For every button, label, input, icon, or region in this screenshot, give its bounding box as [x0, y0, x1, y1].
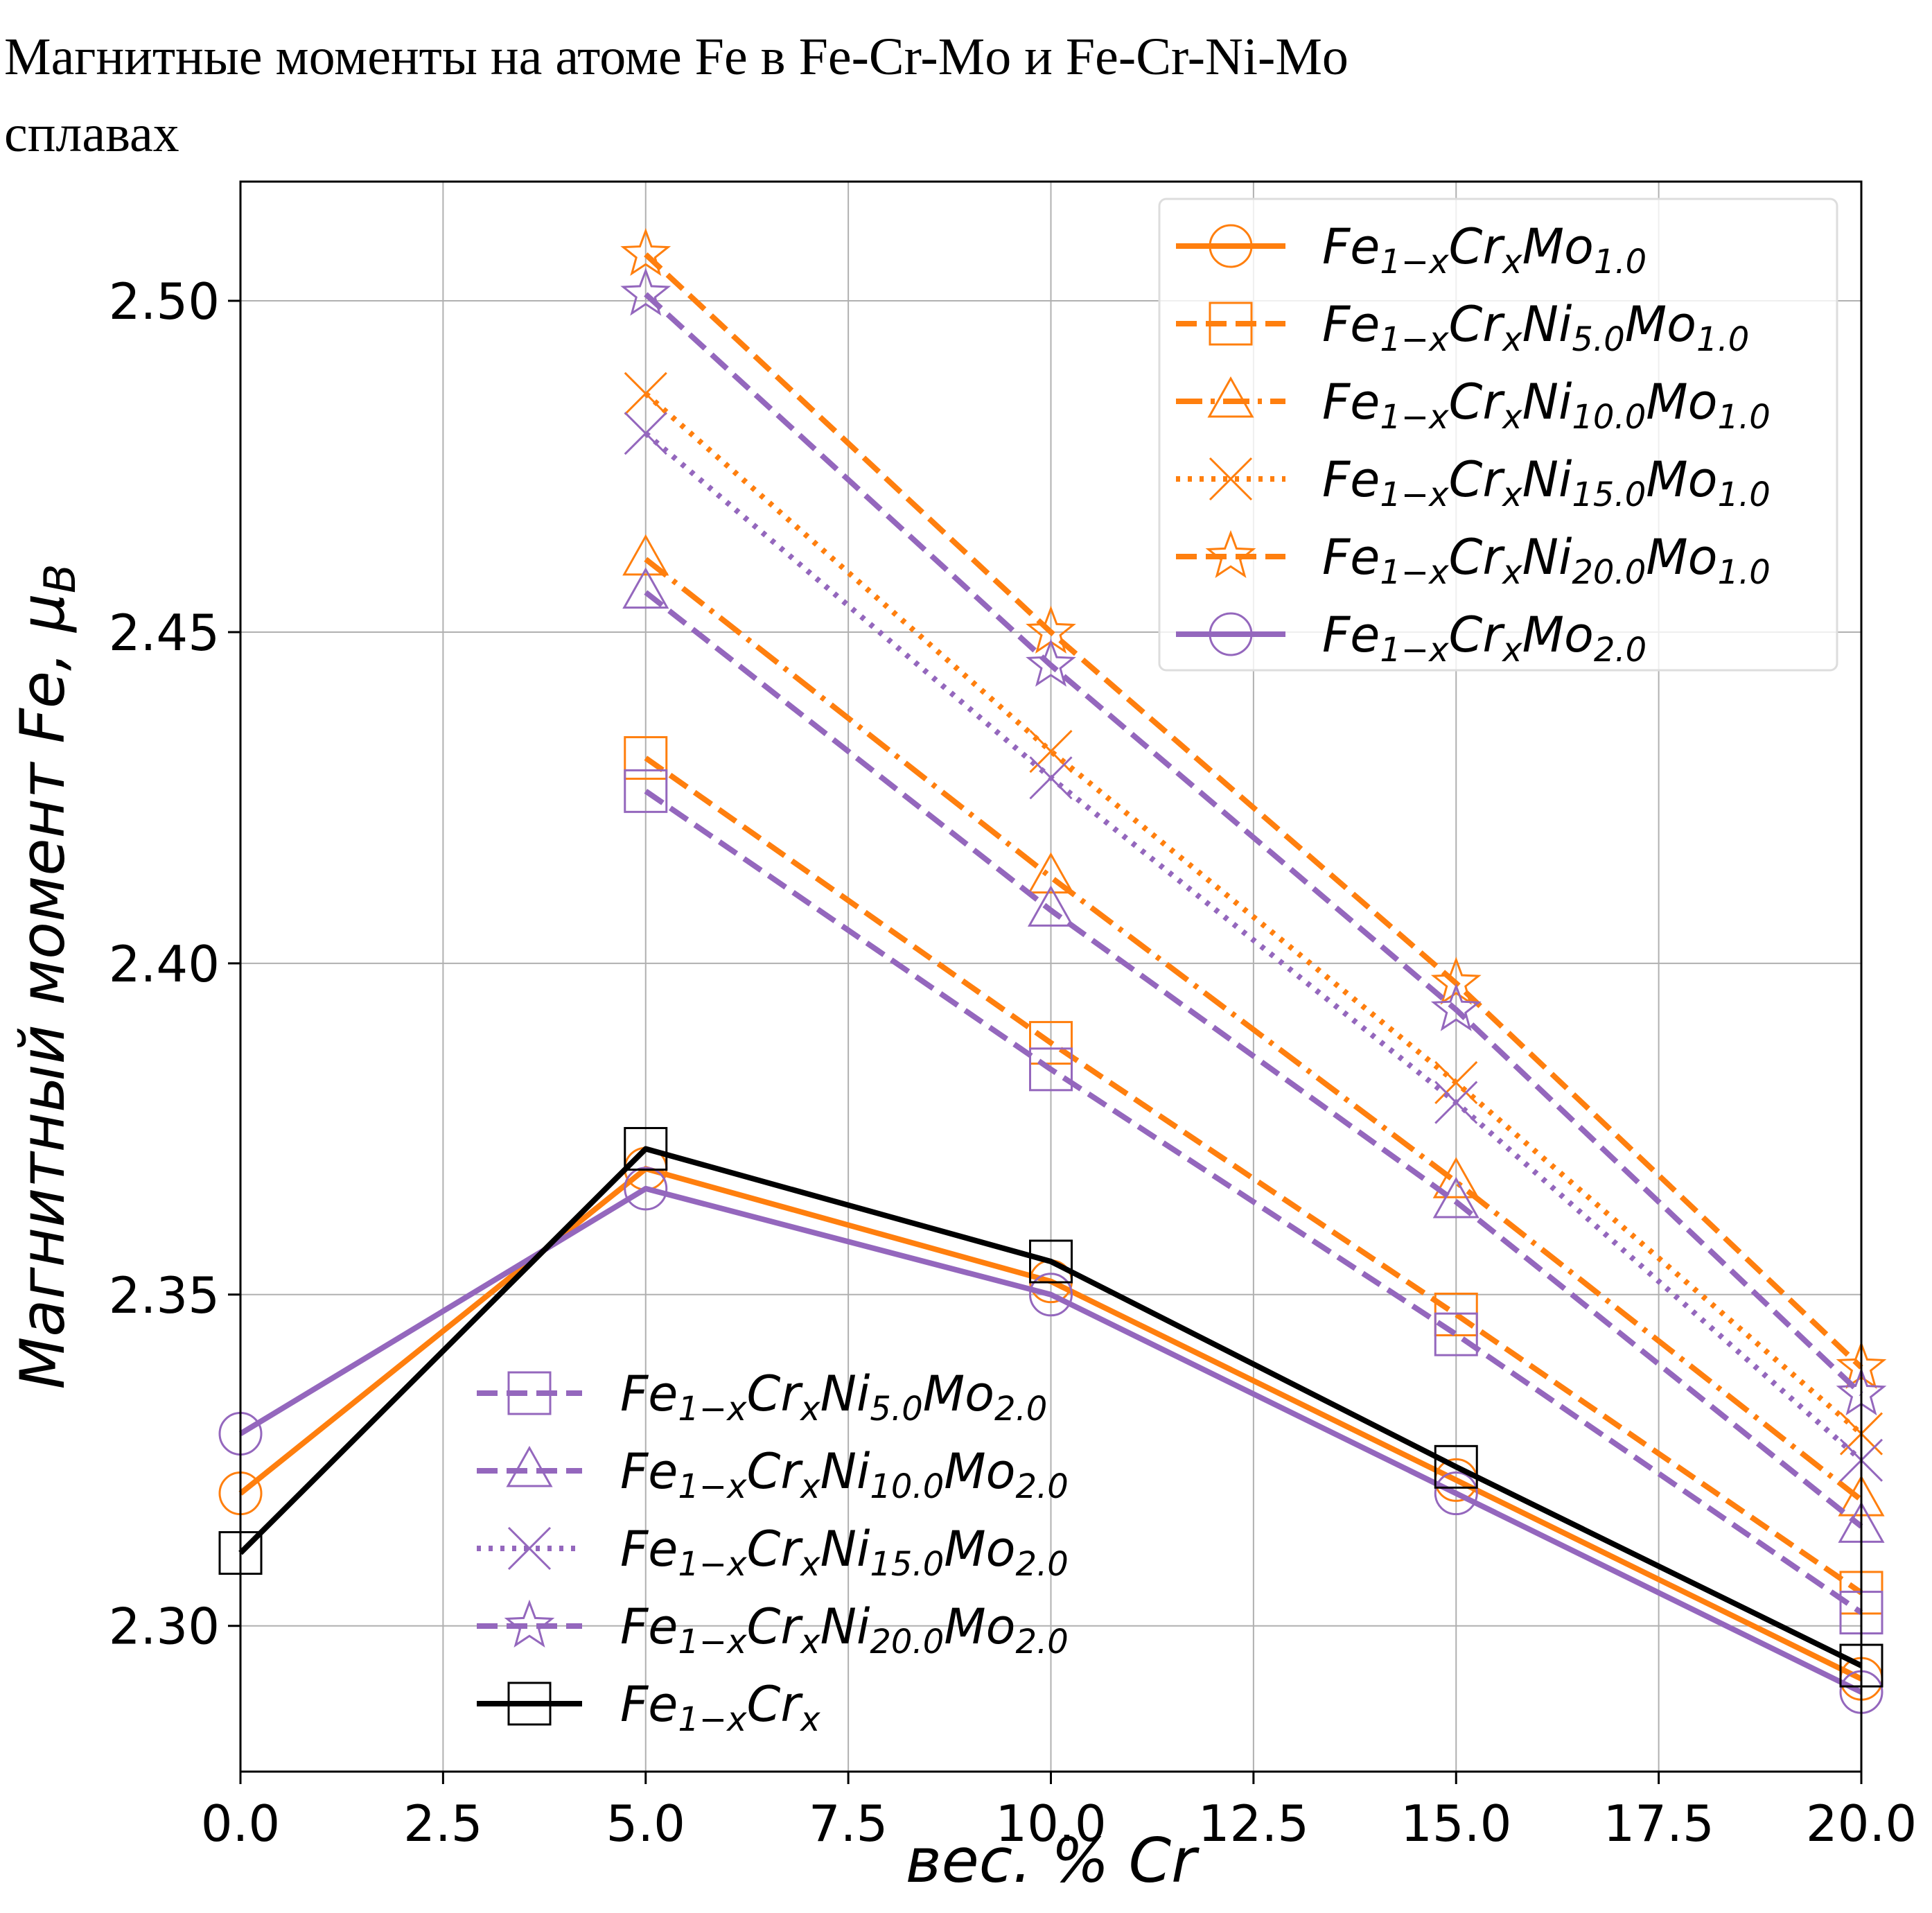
x-axis-label: вес. % Cr — [906, 1825, 1200, 1896]
series-line — [238, 1185, 1863, 1695]
data-point — [624, 769, 668, 813]
legend-entry: Fe1−x​Crx​Mo1.0​ — [1176, 218, 1646, 281]
series-fe1-xcrxni20_0mo2_0 — [620, 268, 1887, 1416]
x-tick-label: 10.0 — [995, 1794, 1106, 1853]
axis-ticks: 0.0 2.5 5.0 7.5 10.0 12.5 15.0 17.5 20.0 2.30 2.35… — [109, 272, 1917, 1853]
data-point — [620, 268, 671, 316]
y-axis-label: Магнитный момент Fe, μB — [7, 564, 85, 1389]
x-tick-label: 7.5 — [809, 1794, 888, 1853]
legend-entry: Fe1−x​Crx​Ni20.0​Mo2.0​ — [477, 1598, 1069, 1661]
legend-marker-square — [1209, 302, 1253, 346]
data-point — [1430, 956, 1482, 1005]
legend-label: Fe1−x​Crx​ — [620, 1676, 820, 1739]
data-point — [1029, 756, 1073, 800]
data-point — [620, 227, 671, 277]
legend-marker-triangle — [506, 1445, 553, 1487]
data-point — [624, 1167, 668, 1211]
data-point — [1434, 1312, 1478, 1356]
legend-label: Fe1−x​Crx​Mo2.0​ — [1322, 606, 1646, 670]
legend-upper-right: Fe1−x​Crx​Mo1.0​ Fe1−x​Crx​Ni5.0​Mo1.0​ Fe… — [1158, 198, 1838, 672]
x-tick-label: 17.5 — [1603, 1794, 1714, 1853]
y-tick-label: 2.50 — [109, 272, 220, 331]
legend-entry: Fe1−x​Crx​Ni15.0​Mo1.0​ — [1176, 451, 1771, 514]
data-point — [1029, 1273, 1073, 1317]
series-line — [644, 755, 1863, 1596]
y-tick-label: 2.45 — [109, 604, 220, 662]
x-tick-label: 5.0 — [606, 1794, 685, 1853]
legend-entry: Fe1−x​Crx​Ni10.0​Mo1.0​ — [1176, 374, 1771, 437]
chart-title-line-1: Магнитные моменты на атоме Fe в Fe-Cr-Mo… — [4, 28, 1349, 86]
legend-label: Fe1−x​Crx​Ni5.0​Mo1.0​ — [1322, 296, 1749, 359]
legend-label: Fe1−x​Crx​Ni15.0​Mo2.0​ — [620, 1521, 1069, 1584]
legend-entry: Fe1−x​Crx​Ni5.0​Mo2.0​ — [477, 1365, 1047, 1429]
legend-label: Fe1−x​Crx​Ni5.0​Mo2.0​ — [620, 1365, 1047, 1429]
y-tick-label: 2.40 — [109, 935, 220, 993]
data-point — [1026, 638, 1076, 687]
y-tick-label: 2.35 — [109, 1266, 220, 1325]
data-point — [622, 567, 669, 609]
series-line — [644, 557, 1863, 1503]
data-point — [624, 372, 667, 415]
legend-box — [1158, 198, 1838, 672]
legend-lower-center: Fe1−x​Crx​Ni5.0​Mo2.0​ Fe1−x​Crx​Ni10.0​M… — [477, 1365, 1069, 1739]
legend-entry: Fe1−x​Crx​Ni20.0​Mo1.0​ — [1176, 529, 1771, 592]
legend-label: Fe1−x​Crx​Ni20.0​Mo1.0​ — [1322, 529, 1771, 592]
data-point — [1434, 1471, 1478, 1516]
series-line — [644, 391, 1863, 1436]
legend-label: Fe1−x​Crx​Mo1.0​ — [1322, 218, 1646, 281]
series-line — [644, 431, 1863, 1462]
legend-label: Fe1−x​Crx​Ni10.0​Mo2.0​ — [620, 1443, 1069, 1506]
legend-entry: Fe1−x​Crx​Ni10.0​Mo2.0​ — [477, 1443, 1069, 1506]
data-point — [1432, 1176, 1479, 1218]
x-tick-label: 20.0 — [1806, 1794, 1917, 1853]
data-point — [624, 412, 667, 455]
legend-entry: Fe1−x​Crx​ — [477, 1676, 820, 1739]
series-line — [644, 252, 1863, 1370]
x-tick-label: 0.0 — [201, 1794, 281, 1853]
data-point — [622, 534, 669, 576]
data-point — [624, 736, 668, 780]
x-tick-label: 15.0 — [1400, 1794, 1511, 1853]
series-line — [644, 789, 1863, 1615]
legend-marker-circle — [1209, 612, 1253, 656]
data-point — [1430, 983, 1482, 1031]
data-point — [1434, 1060, 1478, 1104]
x-tick-label: 2.5 — [403, 1794, 483, 1853]
legend-marker-square — [507, 1371, 552, 1415]
legend-label: Fe1−x​Crx​Ni15.0​Mo1.0​ — [1322, 451, 1771, 514]
series-fe1-xcrx — [218, 1127, 1883, 1688]
series-line — [644, 292, 1863, 1397]
legend-marker-square — [507, 1681, 552, 1726]
series-layer — [218, 227, 1887, 1714]
chart-title-line-2: сплавах — [4, 105, 179, 163]
data-point — [1027, 885, 1075, 927]
data-point — [1029, 1021, 1073, 1065]
legend-entry: Fe1−x​Crx​Mo2.0​ — [1176, 606, 1646, 670]
chart-title: Магнитные моменты на атоме Fe в Fe-Cr-Mo… — [4, 28, 1349, 163]
series-line — [644, 590, 1863, 1529]
data-point — [624, 1127, 668, 1171]
legend-label: Fe1−x​Crx​Ni10.0​Mo1.0​ — [1322, 374, 1771, 437]
legend-marker-star — [1205, 530, 1256, 578]
data-point — [1432, 1157, 1479, 1198]
legend-marker-x — [507, 1526, 552, 1571]
legend-label: Fe1−x​Crx​Ni20.0​Mo2.0​ — [620, 1598, 1069, 1661]
data-point — [1029, 1239, 1073, 1284]
legend-marker-x — [1209, 457, 1253, 501]
x-tick-label: 12.5 — [1198, 1794, 1309, 1853]
legend-entry: Fe1−x​Crx​Ni5.0​Mo1.0​ — [1176, 296, 1749, 359]
y-tick-label: 2.30 — [109, 1598, 220, 1656]
data-point — [1027, 852, 1075, 894]
legend-marker-triangle — [1207, 376, 1254, 418]
legend-entry: Fe1−x​Crx​Ni15.0​Mo2.0​ — [477, 1521, 1069, 1584]
data-point — [1029, 1047, 1073, 1092]
data-point — [1434, 1444, 1478, 1489]
data-point — [1434, 1081, 1478, 1124]
legend-marker-circle — [1209, 224, 1253, 268]
series-line — [238, 1146, 1863, 1668]
legend-marker-star — [504, 1599, 555, 1648]
